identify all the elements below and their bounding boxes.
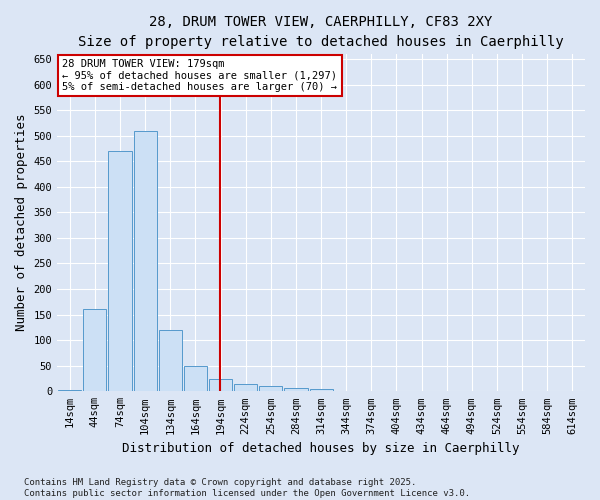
Bar [184, 366, 207, 392]
Title: 28, DRUM TOWER VIEW, CAERPHILLY, CF83 2XY
Size of property relative to detached : 28, DRUM TOWER VIEW, CAERPHILLY, CF83 2X… [78, 15, 564, 48]
Bar [159, 330, 182, 392]
Bar [234, 384, 257, 392]
X-axis label: Distribution of detached houses by size in Caerphilly: Distribution of detached houses by size … [122, 442, 520, 455]
Bar [83, 310, 106, 392]
Bar [259, 386, 283, 392]
Bar [134, 130, 157, 392]
Bar [58, 390, 81, 392]
Bar [310, 388, 332, 392]
Text: Contains HM Land Registry data © Crown copyright and database right 2025.
Contai: Contains HM Land Registry data © Crown c… [24, 478, 470, 498]
Bar [209, 378, 232, 392]
Text: 28 DRUM TOWER VIEW: 179sqm
← 95% of detached houses are smaller (1,297)
5% of se: 28 DRUM TOWER VIEW: 179sqm ← 95% of deta… [62, 59, 337, 92]
Bar [284, 388, 308, 392]
Y-axis label: Number of detached properties: Number of detached properties [15, 114, 28, 332]
Bar [109, 151, 131, 392]
